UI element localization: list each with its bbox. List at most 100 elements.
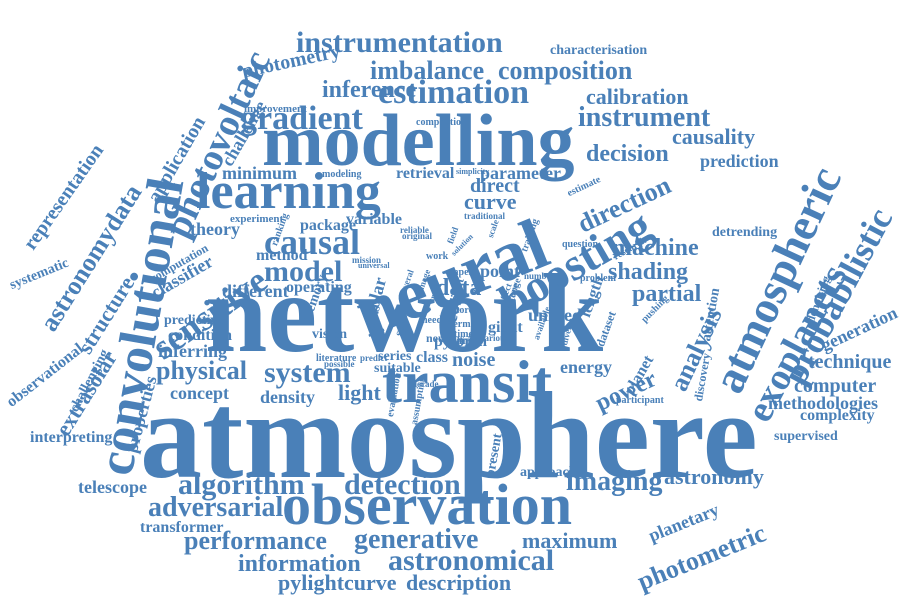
cloud-word: generative [354, 524, 479, 555]
cloud-word: inference [322, 77, 417, 103]
cloud-word: inferring [158, 341, 227, 361]
cloud-word: neurips [426, 331, 465, 345]
cloud-word: term [450, 319, 471, 330]
cloud-word: method [256, 247, 308, 264]
cloud-word: maximum [522, 528, 618, 553]
cloud-word: different [222, 281, 289, 301]
cloud-word: participant [616, 395, 664, 406]
cloud-word: energy [560, 357, 612, 377]
cloud-word: giant [488, 319, 523, 336]
cloud-word: interpreting [30, 429, 113, 446]
cloud-word: curve [464, 189, 517, 214]
cloud-word: light [338, 380, 381, 405]
cloud-word: transformer [140, 519, 224, 536]
cloud-word: machine [612, 235, 699, 261]
cloud-word: instrument [578, 102, 711, 133]
cloud-word: performance [184, 526, 327, 555]
cloud-word: composition [498, 56, 633, 85]
cloud-word: prediction [700, 151, 779, 171]
cloud-word: package [300, 217, 356, 234]
cloud-word: parameter [480, 163, 561, 183]
cloud-word: possible [324, 359, 355, 369]
cloud-word: atmosphere [140, 367, 758, 504]
cloud-word: computer [794, 375, 877, 397]
cloud-word: paper [448, 267, 473, 278]
cloud-word: imaging [566, 466, 663, 497]
cloud-word: instrumentation [296, 26, 503, 59]
cloud-word: various [480, 333, 509, 343]
cloud-word: original [402, 231, 433, 241]
cloud-word: decade [412, 379, 439, 389]
cloud-word: supervised [774, 429, 838, 444]
cloud-word: characterisation [550, 43, 648, 58]
cloud-word: photometry [239, 40, 343, 83]
cloud-word: astronomical [388, 544, 555, 577]
cloud-word: approach [520, 465, 577, 480]
cloud-word: condition [168, 327, 233, 344]
cloud-word: concept [170, 383, 229, 403]
cloud-word: decision [586, 141, 669, 167]
cloud-word: unified [528, 305, 583, 325]
cloud-word: system [264, 356, 351, 389]
cloud-word: detrending [712, 225, 778, 240]
cloud-word: simplicity [456, 167, 490, 176]
cloud-word: minimum [222, 163, 298, 183]
cloud-word: pytorch [434, 333, 488, 350]
cloud-word: adversarial [148, 492, 284, 523]
cloud-word: transit [382, 349, 552, 415]
cloud-word: noise [452, 349, 496, 371]
cloud-word: mission [352, 255, 382, 265]
cloud-word: calibration [586, 84, 689, 109]
cloud-word: competition [416, 117, 467, 128]
cloud-word: operating [286, 279, 352, 296]
cloud-word: methodologies [768, 393, 878, 413]
cloud-word: causality [672, 124, 756, 149]
cloud-word: model [264, 255, 343, 288]
cloud-word: time [454, 329, 473, 340]
cloud-word: predict [360, 353, 388, 363]
cloud-word: traditional [464, 211, 506, 221]
cloud-word: information [238, 551, 361, 577]
cloud-word: literature [316, 353, 357, 364]
cloud-word: class [416, 349, 448, 366]
cloud-word: physical [156, 356, 248, 385]
cloud-word: imbalance [370, 56, 485, 85]
cloud-word: density [260, 387, 316, 407]
cloud-word: estimation [378, 74, 530, 111]
cloud-word: direct [470, 175, 520, 197]
cloud-word: experiment [230, 213, 284, 225]
cloud-word: detection [344, 468, 461, 501]
cloud-word: learning [196, 163, 381, 220]
cloud-word: reliable [400, 225, 429, 235]
cloud-word: torch [456, 305, 479, 316]
cloud-word: observation [282, 472, 572, 537]
cloud-word: theory [190, 219, 240, 239]
cloud-word: point [480, 261, 521, 281]
cloud-word: question [562, 239, 599, 250]
cloud-word: modeling [322, 169, 362, 180]
cloud-word: retrieval [396, 165, 455, 182]
cloud-word: suitable [374, 361, 421, 376]
cloud-word: gradient [240, 100, 363, 137]
cloud-word: modelling [262, 100, 575, 182]
cloud-word: causal [264, 222, 361, 262]
cloud-word: technique [808, 351, 892, 373]
cloud-word: network [205, 252, 604, 376]
cloud-word: vision [312, 327, 348, 342]
cloud-word: problem [580, 273, 616, 284]
cloud-word: pylightcurve [278, 570, 397, 595]
cloud-word: description [406, 570, 512, 595]
cloud-word: algorithm [178, 468, 305, 501]
cloud-word: work [426, 251, 449, 262]
cloud-word: number [524, 271, 555, 281]
cloud-word: data [436, 275, 482, 301]
cloud-word: series [378, 349, 412, 364]
cloud-word: need [422, 315, 442, 326]
cloud-word: improvement [244, 103, 307, 115]
cloud-word: complexity [800, 407, 875, 424]
cloud-word: partial [632, 281, 702, 307]
cloud-word: variable [346, 211, 402, 228]
cloud-word: universal [358, 261, 390, 270]
cloud-word: astronomy [664, 464, 764, 489]
